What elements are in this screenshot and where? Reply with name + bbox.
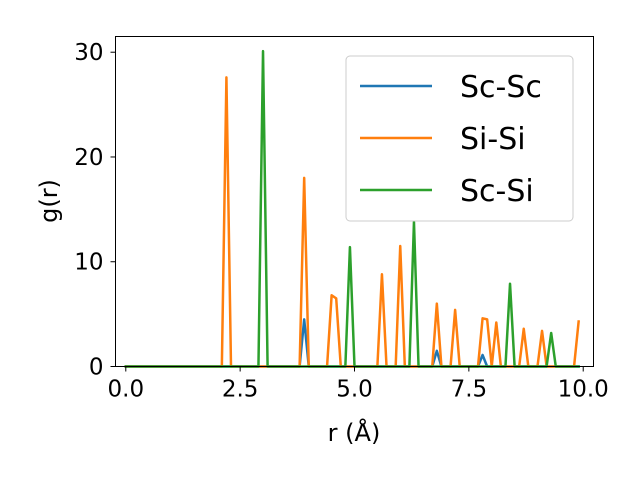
- legend-label-1: Sc-Sc: [460, 70, 542, 105]
- x-axis-ticks: 0.0 2.5 5.0 7.5 10.0: [108, 366, 609, 403]
- series-line-1: [124, 318, 580, 368]
- y-axis-label: g(r): [35, 179, 63, 223]
- legend-label-2: Si-Si: [460, 122, 526, 157]
- x-tick-label: 2.5: [222, 377, 259, 403]
- series-line-3: [124, 49, 580, 368]
- y-tick-label: 20: [74, 145, 103, 171]
- x-tick-label: 0.0: [108, 377, 145, 403]
- x-axis-label: r (Å): [328, 418, 381, 447]
- y-axis-ticks: 0 10 20 30: [74, 40, 116, 381]
- legend-box: [345, 55, 574, 222]
- y-tick-label: 0: [89, 355, 104, 381]
- legend-label-3: Sc-Si: [460, 174, 534, 209]
- x-tick-label: 10.0: [558, 377, 609, 403]
- legend: Sc-Sc Si-Si Sc-Si: [345, 55, 574, 222]
- y-tick-label: 30: [74, 40, 103, 66]
- y-tick-label: 10: [74, 250, 103, 276]
- x-tick-label: 7.5: [451, 377, 488, 403]
- x-tick-label: 5.0: [336, 377, 373, 403]
